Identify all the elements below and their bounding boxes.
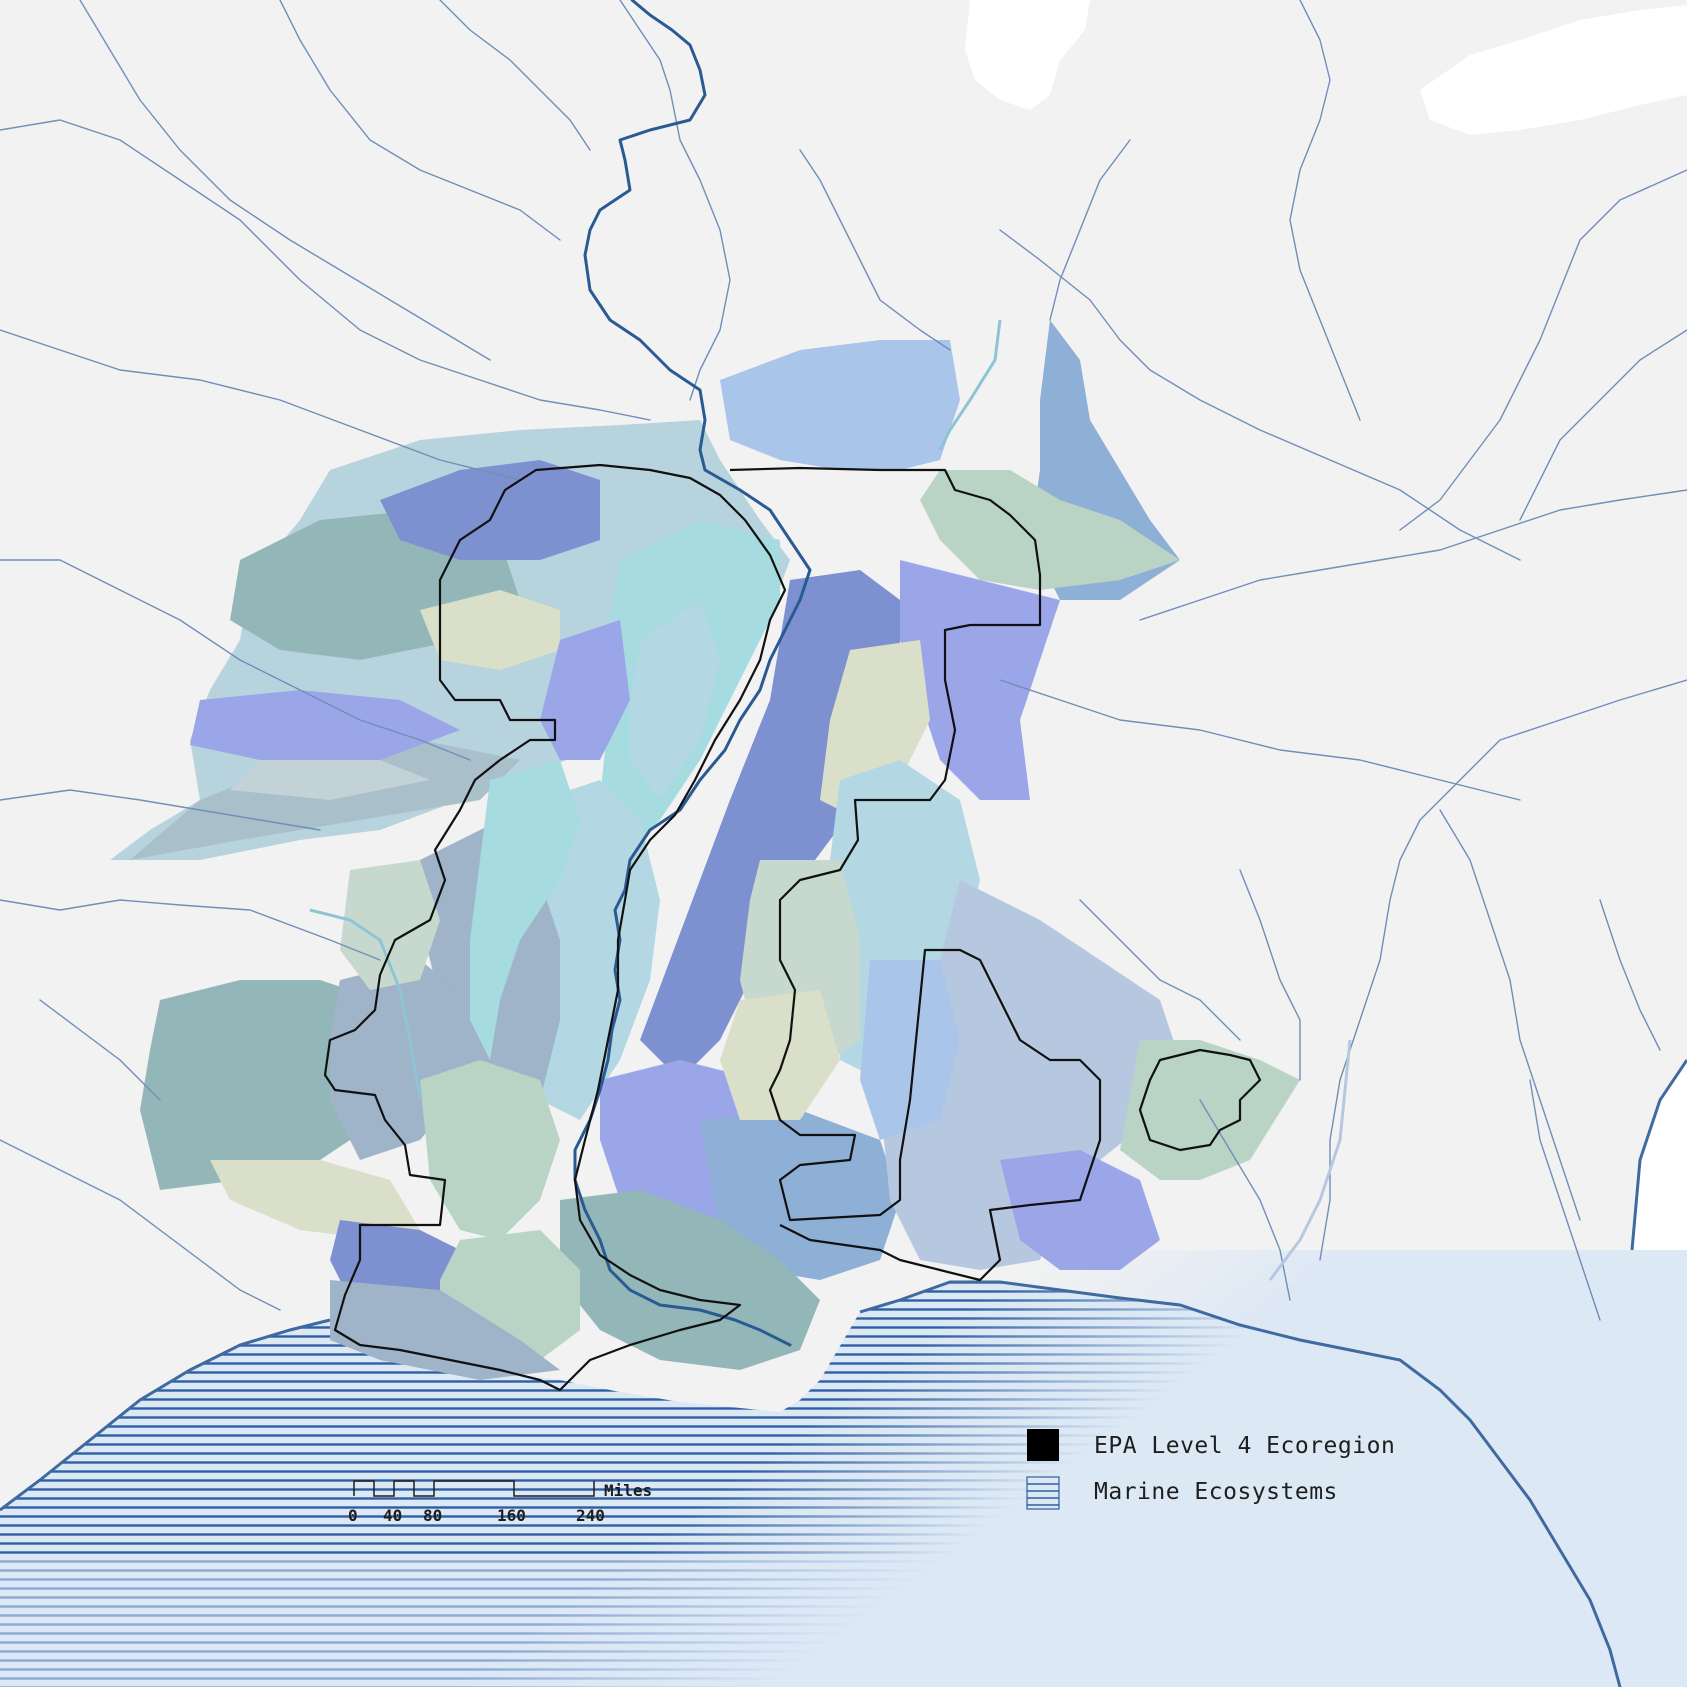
legend-swatch-marine: [1026, 1476, 1060, 1510]
map-legend: EPA Level 4 Ecoregion Marine Ecosystems: [1026, 1429, 1395, 1510]
scale-unit-label: Miles: [604, 1481, 652, 1500]
mississippi-river: [573, 0, 812, 1347]
scale-tick-160: 160: [497, 1506, 526, 1525]
river-network: [0, 0, 1687, 1321]
scale-tick-240: 240: [576, 1506, 605, 1525]
legend-swatch-ecoregion: [1027, 1429, 1059, 1461]
scale-tick-40: 40: [383, 1506, 402, 1525]
lake-michigan: [965, 0, 1090, 110]
marine-ecosystems-hatch: [0, 1250, 1687, 1687]
coastline: [0, 1059, 1687, 1687]
lake-erie: [1420, 5, 1687, 135]
ecoregion-mosaic: [110, 320, 1300, 1380]
legend-label-ecoregion: EPA Level 4 Ecoregion: [1094, 1433, 1395, 1459]
scale-bar: Miles 0 40 80 160 240: [348, 1480, 652, 1525]
legend-label-marine: Marine Ecosystems: [1094, 1479, 1338, 1505]
epa-ecoregion-outlines: [323, 463, 1262, 1392]
scale-tick-0: 0: [348, 1506, 358, 1525]
scale-tick-80: 80: [423, 1506, 442, 1525]
